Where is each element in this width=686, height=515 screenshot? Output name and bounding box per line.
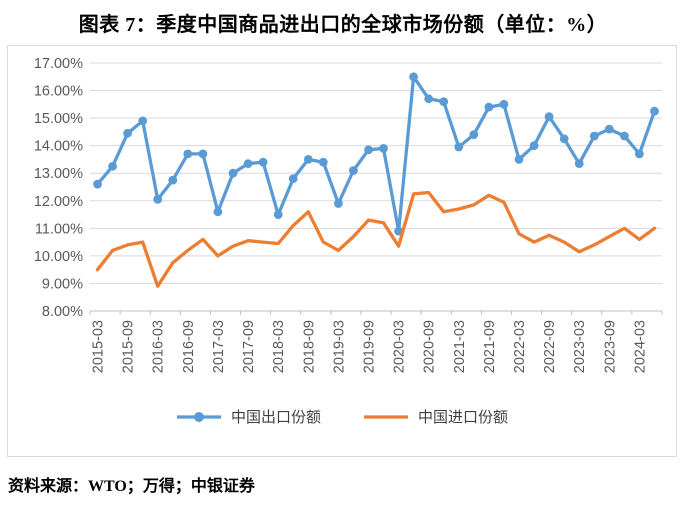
x-tick-label: 2018-03 bbox=[271, 320, 287, 373]
x-tick-label: 2020-03 bbox=[392, 320, 408, 373]
x-tick-label: 2024-03 bbox=[632, 320, 648, 373]
legend-swatch-import bbox=[364, 414, 408, 419]
data-point-marker bbox=[108, 161, 117, 171]
x-tick-label: 2017-09 bbox=[241, 320, 257, 373]
data-point-marker bbox=[589, 131, 599, 141]
legend-swatch-export bbox=[176, 411, 221, 422]
y-tick-label: 16.00% bbox=[34, 84, 83, 100]
data-point-marker bbox=[454, 142, 464, 152]
data-point-marker bbox=[258, 157, 268, 167]
x-tick-label: 2015-03 bbox=[91, 320, 107, 373]
x-tick-label: 2023-09 bbox=[602, 320, 618, 373]
y-tick-label: 15.00% bbox=[34, 111, 83, 127]
data-point-marker bbox=[213, 207, 223, 217]
x-tick-label: 2016-09 bbox=[181, 320, 197, 373]
data-point-marker bbox=[469, 130, 479, 139]
data-point-marker bbox=[243, 159, 253, 168]
legend-item-import: 中国进口份额 bbox=[363, 406, 508, 427]
y-tick-label: 17.00% bbox=[34, 56, 83, 72]
data-point-marker bbox=[123, 128, 132, 138]
x-tick-label: 2020-09 bbox=[422, 320, 438, 373]
data-point-marker bbox=[334, 199, 343, 208]
x-tick-label: 2022-09 bbox=[542, 320, 558, 373]
x-tick-label: 2015-09 bbox=[121, 320, 137, 373]
data-point-marker bbox=[93, 179, 102, 189]
y-tick-label: 13.00% bbox=[34, 166, 83, 182]
data-point-marker bbox=[303, 155, 313, 164]
data-point-marker bbox=[499, 99, 509, 109]
x-tick-label: 2021-03 bbox=[452, 320, 468, 373]
data-point-marker bbox=[544, 112, 554, 122]
data-point-marker bbox=[514, 155, 524, 164]
data-point-marker bbox=[288, 174, 298, 184]
chart-area: 17.00% 16.00% 15.00% 14.00% 13.00% 12.00% 11.0… bbox=[7, 45, 677, 457]
x-tick-label: 2018-09 bbox=[301, 320, 317, 373]
source-note: 资料来源：WTO；万得；中银证券 bbox=[8, 478, 255, 495]
x-tick-label: 2016-03 bbox=[151, 320, 167, 373]
data-point-marker bbox=[484, 102, 494, 112]
data-point-marker bbox=[620, 131, 629, 141]
data-point-marker bbox=[153, 195, 163, 204]
data-point-marker bbox=[604, 124, 614, 134]
data-point-marker bbox=[168, 175, 178, 185]
data-point-marker bbox=[349, 166, 358, 175]
data-point-marker bbox=[439, 97, 449, 106]
data-point-marker bbox=[138, 116, 148, 126]
data-point-marker bbox=[529, 141, 539, 151]
data-point-marker bbox=[635, 149, 644, 159]
legend-label-import: 中国进口份额 bbox=[418, 409, 509, 426]
chart-title: 图表 7：季度中国商品进出口的全球市场份额（单位：%） bbox=[78, 14, 608, 36]
line-chart-canvas: 17.00% 16.00% 15.00% 14.00% 13.00% 12.00% 11.0… bbox=[34, 56, 663, 373]
y-tick-label: 12.00% bbox=[34, 194, 83, 210]
x-tick-label: 2021-09 bbox=[482, 320, 498, 373]
data-point-marker bbox=[409, 72, 418, 82]
x-tick-label: 2019-09 bbox=[361, 320, 377, 373]
data-point-marker bbox=[574, 159, 584, 168]
data-point-marker bbox=[424, 94, 434, 104]
data-point-marker bbox=[228, 168, 238, 178]
y-tick-label: 11.00% bbox=[35, 221, 83, 237]
legend-marker-export bbox=[193, 411, 204, 422]
y-tick-label: 14.00% bbox=[34, 139, 83, 155]
x-tick-label: 2017-03 bbox=[211, 320, 227, 373]
data-point-marker bbox=[273, 210, 283, 220]
data-point-marker bbox=[559, 134, 569, 144]
x-tick-label: 2019-03 bbox=[331, 320, 347, 373]
data-point-marker bbox=[650, 106, 659, 116]
series-line-export bbox=[95, 75, 657, 233]
y-tick-label: 9.00% bbox=[42, 276, 83, 292]
y-tick-label: 8.00% bbox=[42, 304, 83, 320]
y-tick-label: 10.00% bbox=[34, 249, 83, 265]
x-tick-label: 2022-03 bbox=[512, 320, 528, 373]
data-point-marker bbox=[198, 149, 208, 159]
data-point-marker bbox=[379, 144, 388, 153]
chart-legend: 中国出口份额 中国进口份额 bbox=[8, 406, 676, 427]
data-point-marker bbox=[364, 145, 373, 155]
legend-item-export: 中国出口份额 bbox=[176, 406, 321, 427]
series-line-import bbox=[95, 190, 657, 288]
data-point-marker bbox=[318, 157, 328, 167]
x-tick-label: 2023-03 bbox=[572, 320, 588, 373]
data-point-marker bbox=[183, 149, 193, 159]
legend-label-export: 中国出口份额 bbox=[230, 409, 321, 426]
